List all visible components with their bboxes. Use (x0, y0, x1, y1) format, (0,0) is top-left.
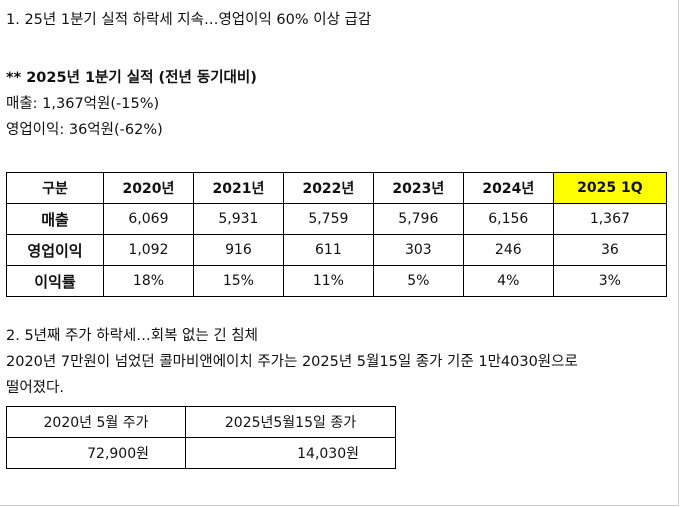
table-cell: 1,092 (103, 234, 194, 266)
column-header-highlighted: 2025 1Q (552, 172, 668, 204)
column-header: 2024년 (462, 172, 554, 204)
table-header-row: 구분 2020년 2021년 2022년 2023년 2024년 2025 1Q (6, 172, 668, 204)
table-cell: 5,931 (192, 203, 284, 235)
table-row: 72,900원 14,030원 (6, 437, 396, 469)
earnings-table: 구분 2020년 2021년 2022년 2023년 2024년 2025 1Q… (6, 172, 668, 297)
table-cell: 1,367 (552, 203, 668, 235)
op-income-line: 영업이익: 36억원(-62%) (6, 122, 163, 138)
column-header: 구분 (6, 172, 104, 204)
table-cell: 11% (282, 265, 374, 297)
column-header: 2025년5월15일 종가 (185, 406, 396, 438)
column-header: 2020년 (103, 172, 194, 204)
section2-heading: 2. 5년째 주가 하락세…회복 없는 긴 침체 (6, 328, 258, 344)
table-cell: 15% (192, 265, 284, 297)
table-cell: 246 (462, 234, 554, 266)
column-header: 2021년 (192, 172, 284, 204)
column-header: 2020년 5월 주가 (6, 406, 186, 438)
revenue-line: 매출: 1,367억원(-15%) (6, 96, 160, 112)
row-label: 영업이익 (6, 234, 104, 266)
row-label: 매출 (6, 203, 104, 235)
table-cell: 5,796 (372, 203, 464, 235)
column-header: 2022년 (282, 172, 374, 204)
table-cell: 303 (372, 234, 464, 266)
table-row: 이익률 18% 15% 11% 5% 4% 3% (6, 265, 668, 297)
table-cell: 3% (552, 265, 668, 297)
table-cell: 6,156 (462, 203, 554, 235)
table-cell: 6,069 (103, 203, 194, 235)
table-cell: 4% (462, 265, 554, 297)
row-label: 이익률 (6, 265, 104, 297)
section1-subheading: ** 2025년 1분기 실적 (전년 동기대비) (6, 70, 257, 86)
table-cell: 5% (372, 265, 464, 297)
table-cell: 72,900원 (6, 437, 186, 469)
table-row: 매출 6,069 5,931 5,759 5,796 6,156 1,367 (6, 203, 668, 235)
table-cell: 36 (552, 234, 668, 266)
table-cell: 611 (282, 234, 374, 266)
column-header: 2023년 (372, 172, 464, 204)
table-cell: 916 (192, 234, 284, 266)
table-cell: 14,030원 (185, 437, 396, 469)
table-header-row: 2020년 5월 주가 2025년5월15일 종가 (6, 406, 396, 438)
table-row: 영업이익 1,092 916 611 303 246 36 (6, 234, 668, 266)
table-cell: 18% (103, 265, 194, 297)
section1-heading: 1. 25년 1분기 실적 하락세 지속…영업이익 60% 이상 급감 (6, 12, 372, 28)
table-cell: 5,759 (282, 203, 374, 235)
section2-body-line1: 2020년 7만원이 넘었던 콜마비앤에이치 주가는 2025년 5월15일 종… (6, 354, 578, 370)
section2-body-line2: 떨어졌다. (6, 380, 64, 396)
stock-price-table: 2020년 5월 주가 2025년5월15일 종가 72,900원 14,030… (6, 406, 396, 469)
